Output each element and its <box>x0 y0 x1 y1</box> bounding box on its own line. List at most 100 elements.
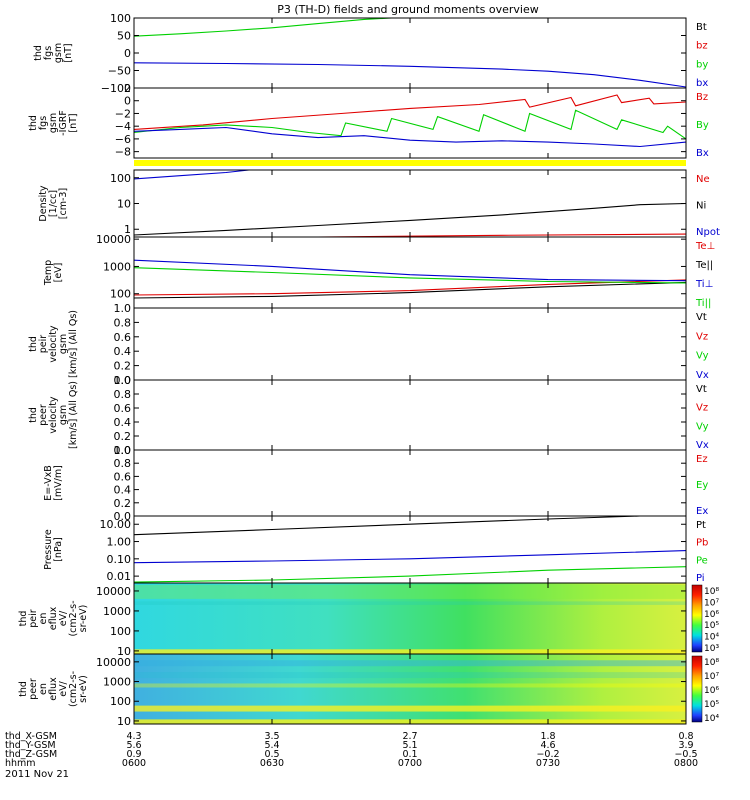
y-axis-label-line: velocity <box>48 325 59 363</box>
legend-entry: Vt <box>696 312 707 323</box>
y-tick-label: 0.8 <box>114 316 132 329</box>
y-tick-label: 1000 <box>103 260 131 273</box>
ephemeris-value: 5.4 <box>264 740 279 751</box>
y-tick-label: −4 <box>115 120 131 133</box>
colorbar-label: 10⁵ <box>704 621 719 631</box>
y-axis-label-line: eV/ <box>58 610 69 626</box>
ephemeris-row-label: hhmm <box>5 758 36 769</box>
status-bar <box>134 160 686 166</box>
colorbar-label: 10⁴ <box>704 714 719 724</box>
y-axis-label: E=-VxB [mV/m] <box>43 465 64 501</box>
y-axis-label-line: [mV/m] <box>53 465 64 501</box>
y-tick-label: 1000 <box>103 605 131 618</box>
series-line-blue <box>133 126 687 148</box>
y-tick-label: 100 <box>110 695 131 708</box>
panel-frame <box>133 307 687 381</box>
y-tick-label: 0 <box>124 95 131 108</box>
y-axis-label-line: eflux <box>48 677 59 701</box>
y-tick-label: 0.4 <box>114 345 132 358</box>
ephemeris-value: 0700 <box>398 758 422 769</box>
x-axis-ephemeris: thd_X-GSM 4.3 3.5 2.7 1.8 0.8 thd_Y-GSM 5.6 5.4 5… <box>5 731 698 769</box>
series-line-black <box>133 281 687 299</box>
panel-frame <box>133 169 687 238</box>
y-tick-label: 10 <box>117 198 131 211</box>
series-line-blue <box>133 550 687 564</box>
y-axis-label-line: thd <box>18 681 29 697</box>
legend-entry: Bz <box>696 92 708 103</box>
legend-entry: Bt <box>696 22 707 33</box>
ephemeris-value: 3.9 <box>678 740 693 751</box>
y-tick-label: −8 <box>115 146 131 159</box>
colorbar-label: 10³ <box>704 644 719 654</box>
ephemeris-value: 4.6 <box>540 740 555 751</box>
series-line-green <box>133 267 687 284</box>
y-tick-label: 0.8 <box>114 388 132 401</box>
y-tick-label: 0.8 <box>114 457 132 470</box>
y-tick-label: −100 <box>101 82 131 95</box>
series-line-green <box>133 109 687 140</box>
series-line-blue <box>133 62 687 88</box>
y-axis-label-line: peir <box>28 609 39 628</box>
y-axis-label-line: Temp <box>43 260 54 286</box>
y-axis-label-line: [km/s] (All Qs) <box>68 381 79 449</box>
y-axis-label-line: [nPa] <box>53 537 64 562</box>
y-tick-label: 0.6 <box>114 470 132 483</box>
y-tick-label: 1 <box>124 223 131 236</box>
y-axis-label-line: velocity <box>48 396 59 434</box>
energy-band <box>134 705 686 712</box>
ephemeris-value: 3.5 <box>264 731 279 742</box>
legend-entry: Ex <box>696 506 708 517</box>
y-axis-label: Pressure [nPa] <box>43 529 64 570</box>
y-axis-label-line: gsm <box>48 113 59 133</box>
y-axis-label: thd peer en eflux eV/(cm2-s-sr-eV) <box>18 671 89 707</box>
legend-entry: Pe <box>696 555 708 566</box>
legend-entry: by <box>696 59 708 70</box>
y-tick-label: 100 <box>110 288 131 301</box>
y-axis-label-line: eflux <box>48 606 59 630</box>
colorbar-label: 10⁵ <box>704 700 719 710</box>
ephemeris-value: 0.5 <box>264 749 279 760</box>
y-axis-label-line: thd <box>33 45 44 61</box>
panel-density: 100 10 1 Density [1/cc] [cm-3] Ne Ni Npot <box>38 169 720 238</box>
panel-temp: 10000 1000 100 Temp [eV] Te⊥ Te|| Ti⊥ Ti|| <box>43 233 715 309</box>
energy-band <box>134 683 686 688</box>
ephemeris-value: 0800 <box>674 758 698 769</box>
y-tick-label: 1.0 <box>114 374 132 387</box>
y-tick-label: 0.0 <box>114 510 132 523</box>
legend-entry: Pt <box>696 520 706 531</box>
y-tick-label: 0.0 <box>114 374 132 387</box>
y-axis-label: Temp [eV] <box>43 260 64 286</box>
ephemeris-value: 0730 <box>536 758 560 769</box>
y-axis-label-line: en <box>38 613 49 625</box>
y-axis-label-line: eV/ <box>58 680 69 696</box>
y-axis-label-line: [nT] <box>68 113 79 132</box>
colorbar-label: 10⁷ <box>704 598 719 608</box>
y-axis-label-line: sr-eV) <box>78 675 89 703</box>
series-line-red <box>133 94 687 130</box>
y-axis-label-line: en <box>38 683 49 695</box>
series-line-red <box>133 279 687 296</box>
y-tick-label: −2 <box>115 107 131 120</box>
energy-band <box>134 672 686 679</box>
ephemeris-value: −0.2 <box>536 749 559 760</box>
ephemeris-row-label: thd_Y-GSM <box>5 740 56 751</box>
colorbar-label: 10⁶ <box>704 686 719 696</box>
y-tick-label: 100 <box>110 625 131 638</box>
energy-band <box>134 584 686 599</box>
ephemeris-value: 0600 <box>122 758 146 769</box>
legend-entry: By <box>696 120 709 131</box>
y-tick-label: 0.6 <box>114 402 132 415</box>
y-tick-label: 1.0 <box>114 302 132 315</box>
legend-entry: Vt <box>696 384 707 395</box>
panel-frame <box>133 17 687 89</box>
colorbar-label: 10⁴ <box>704 633 719 643</box>
y-axis-label-line: E=-VxB <box>43 465 54 500</box>
y-axis-label-line: (cm2-s- <box>68 671 79 707</box>
panel-peer-en-eflux: 10⁸ 10⁷ 10⁶ 10⁵ 10⁴ 10000 1000 100 10 thd peer en ef… <box>18 653 719 728</box>
legend-entry: Vy <box>696 351 709 362</box>
series-line-blue <box>133 259 687 282</box>
legend-entry: Bx <box>696 148 709 159</box>
y-tick-label: 0.4 <box>114 484 132 497</box>
ephemeris-value: 0.1 <box>402 749 417 760</box>
